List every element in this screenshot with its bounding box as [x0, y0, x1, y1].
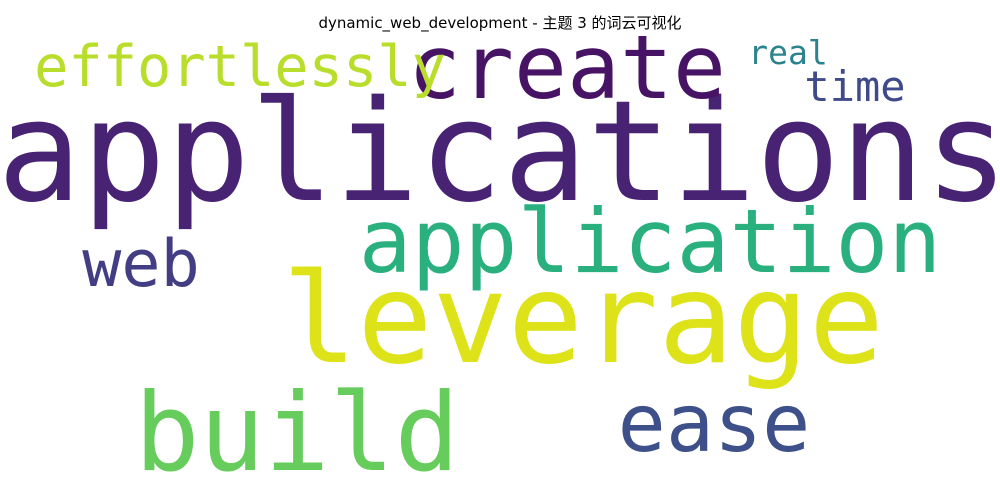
word-effortlessly: effortlessly — [34, 34, 446, 100]
word-build: build — [134, 371, 459, 496]
word-applications: applications — [0, 71, 1000, 234]
word-leverage: leverage — [282, 247, 884, 392]
word-web: web — [82, 227, 199, 302]
word-application: application — [359, 190, 942, 293]
word-time: time — [804, 62, 905, 111]
word-ease: ease — [618, 377, 811, 470]
chart-title: dynamic_web_development - 主题 3 的词云可视化 — [318, 14, 682, 32]
word-real: real — [748, 33, 827, 72]
word-create: create — [408, 16, 726, 119]
